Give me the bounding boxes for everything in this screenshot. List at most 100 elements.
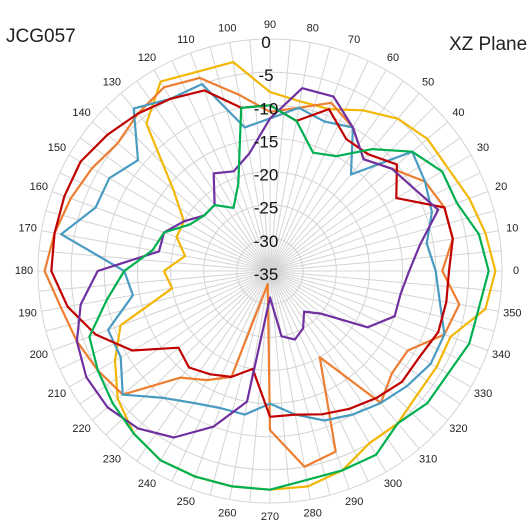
chart-id-label: JCG057 <box>6 26 76 47</box>
radial-tick-label: 0 <box>261 33 270 52</box>
angle-tick-label: 300 <box>384 478 402 490</box>
tick-labels: 0 10 20 30 40 50 60 70 80 90 100 110 120 130 140 150 160… <box>15 19 522 523</box>
grid-spoke <box>269 270 369 482</box>
grid-spoke <box>269 270 435 436</box>
grid-spoke <box>209 270 271 496</box>
angle-tick-label: 200 <box>30 349 48 361</box>
radial-tick-label: -10 <box>254 99 279 118</box>
grid-spoke <box>269 210 495 272</box>
angle-tick-label: 20 <box>495 181 507 193</box>
angle-tick-label: 330 <box>474 388 492 400</box>
angle-tick-label: 150 <box>48 142 66 154</box>
grid-spoke <box>38 250 271 272</box>
grid-spoke <box>269 121 449 272</box>
grid-spoke <box>269 137 461 272</box>
grid-spoke <box>269 191 489 272</box>
grid-spoke <box>229 42 271 272</box>
radial-tick-label: -15 <box>254 132 279 151</box>
grid-spoke <box>269 270 387 473</box>
angle-tick-label: 310 <box>419 453 437 465</box>
angle-tick-label: 100 <box>218 23 236 35</box>
angle-tick-label: 30 <box>477 142 489 154</box>
angle-tick-label: 340 <box>492 349 510 361</box>
angle-tick-label: 230 <box>103 453 121 465</box>
angle-tick-label: 50 <box>422 77 434 89</box>
grid-spoke <box>269 69 387 272</box>
angle-tick-label: 110 <box>177 34 195 46</box>
angle-tick-label: 320 <box>449 423 467 435</box>
radial-tick-label: -25 <box>254 199 279 218</box>
grid-spoke <box>269 230 499 272</box>
angle-tick-label: 60 <box>387 52 399 64</box>
grid-spoke <box>91 121 271 272</box>
angle-tick-label: 260 <box>218 507 236 519</box>
angle-tick-label: 70 <box>348 34 360 46</box>
grid-spoke <box>269 250 502 272</box>
grid-spoke <box>105 106 271 272</box>
angle-tick-label: 130 <box>103 77 121 89</box>
angle-tick-label: 290 <box>345 496 363 508</box>
grid-spoke <box>269 270 311 500</box>
chart-title: XZ Plane <box>449 34 528 55</box>
grid-spoke <box>136 270 271 462</box>
angle-tick-label: 270 <box>261 511 279 523</box>
grid-spoke <box>79 137 271 272</box>
angle-tick-label: 170 <box>19 222 37 234</box>
grid-spoke <box>68 154 271 272</box>
grid-spoke <box>269 270 502 292</box>
grid-spoke <box>269 270 499 312</box>
grid-spoke <box>153 69 271 272</box>
grid-spoke <box>269 270 350 490</box>
grid-spoke <box>51 270 271 351</box>
grid-spoke <box>38 270 271 292</box>
grid-spoke <box>120 270 271 450</box>
radial-tick-label: -35 <box>254 265 279 284</box>
grid-spoke <box>269 52 350 272</box>
angle-tick-label: 240 <box>138 478 156 490</box>
angle-tick-label: 0 <box>513 265 519 277</box>
grid-spoke <box>41 230 271 272</box>
grid-spoke <box>59 172 271 272</box>
grid-spoke <box>269 106 435 272</box>
grid-spoke <box>190 52 271 272</box>
radial-tick-label: -5 <box>258 66 273 85</box>
grid-spoke <box>269 42 311 272</box>
grid-spoke <box>105 270 271 436</box>
angle-tick-label: 120 <box>138 52 156 64</box>
series-line-1 <box>113 61 497 491</box>
grid-spoke <box>269 270 481 370</box>
angle-tick-label: 40 <box>452 107 464 119</box>
series-group <box>43 61 497 491</box>
series-line-6 <box>88 104 490 491</box>
polar-grid <box>37 38 503 504</box>
grid-spoke <box>59 270 271 370</box>
grid-spoke <box>269 270 331 496</box>
radial-tick-label: -20 <box>254 166 279 185</box>
angle-tick-label: 140 <box>72 107 90 119</box>
angle-tick-label: 280 <box>304 507 322 519</box>
grid-spoke <box>269 92 420 272</box>
angle-tick-label: 80 <box>307 23 319 35</box>
grid-spoke <box>269 172 481 272</box>
series-line-4 <box>50 89 454 418</box>
grid-spoke <box>190 270 271 490</box>
grid-spoke <box>136 80 271 272</box>
grid-spoke <box>269 270 461 405</box>
grid-spoke <box>269 80 404 272</box>
angle-tick-label: 190 <box>19 308 37 320</box>
grid-spoke <box>68 270 271 388</box>
grid-spoke <box>171 60 271 272</box>
grid-spoke <box>269 39 291 272</box>
grid-spoke <box>269 270 404 462</box>
angle-tick-label: 210 <box>48 388 66 400</box>
grid-spoke <box>269 60 369 272</box>
radial-tick-label: -30 <box>254 232 279 251</box>
angle-tick-label: 220 <box>72 423 90 435</box>
angle-tick-label: 250 <box>177 496 195 508</box>
angle-tick-label: 160 <box>30 181 48 193</box>
grid-spoke <box>51 191 271 272</box>
grid-spoke <box>269 270 420 450</box>
grid-spoke <box>269 270 495 332</box>
series-line-5 <box>75 87 440 439</box>
